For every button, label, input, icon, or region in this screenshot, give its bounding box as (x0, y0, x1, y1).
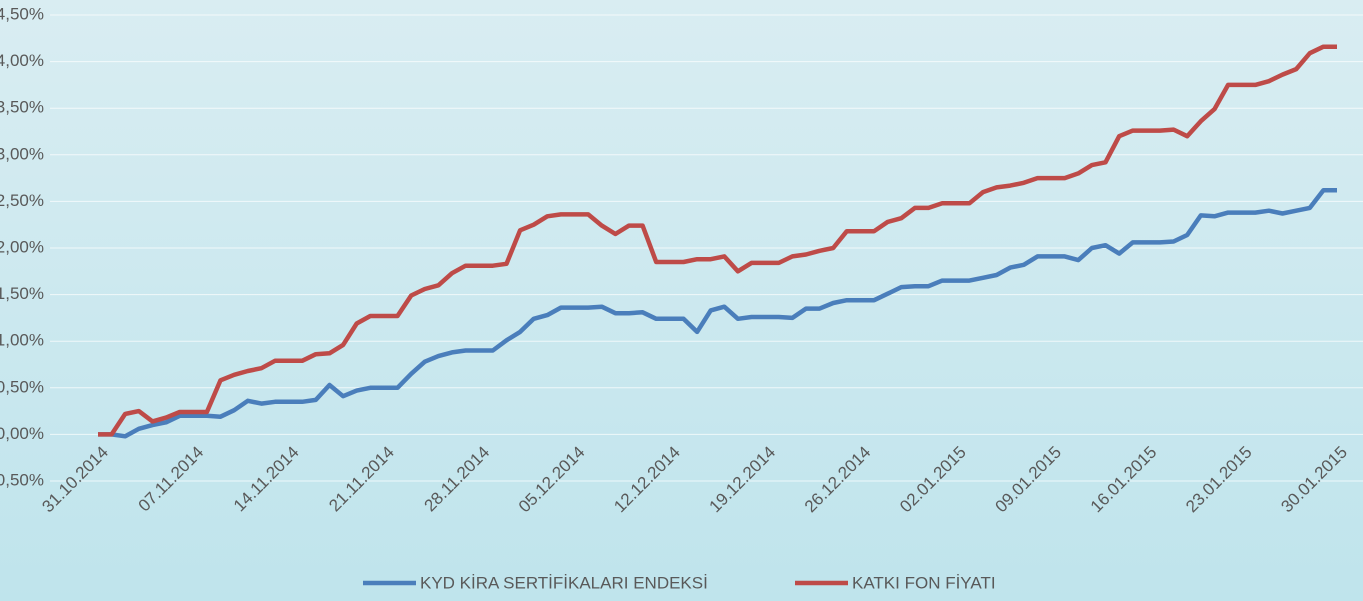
y-tick-label: 0,00% (0, 424, 44, 443)
y-tick-label: 1,00% (0, 331, 44, 350)
y-tick-label: 3,50% (0, 98, 44, 117)
y-tick-label: 0,50% (0, 377, 44, 396)
series-line (98, 187, 1337, 439)
y-tick-label: 3,00% (0, 144, 44, 163)
y-tick-label: -0,50% (0, 470, 44, 489)
legend-label: KYD KİRA SERTİFİKALARI ENDEKSİ (420, 573, 708, 592)
series-line (98, 44, 1337, 437)
y-tick-label: 2,00% (0, 237, 44, 256)
y-tick-label: 1,50% (0, 284, 44, 303)
y-tick-label: 4,50% (0, 4, 44, 23)
legend-label: KATKI FON FİYATI (852, 573, 996, 592)
y-tick-label: 2,50% (0, 191, 44, 210)
y-tick-label: 4,00% (0, 51, 44, 70)
